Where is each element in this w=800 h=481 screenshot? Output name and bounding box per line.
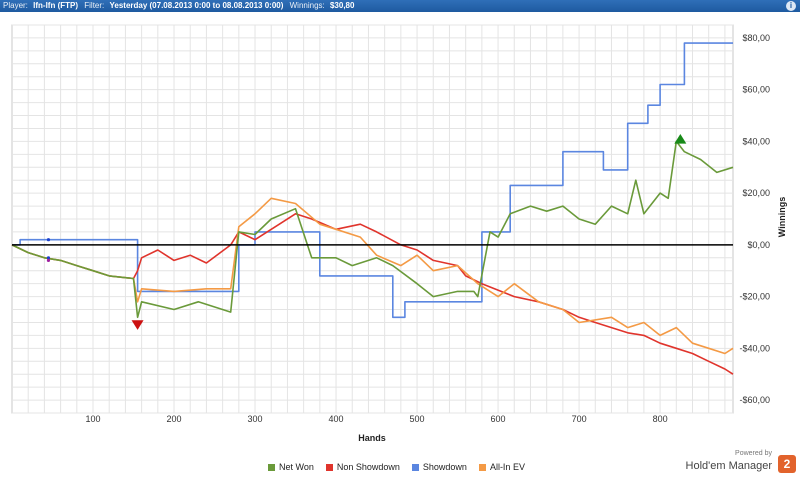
- series-line-net-won: [11, 140, 734, 319]
- x-tick-label: 300: [248, 414, 263, 424]
- legend-item-net-won[interactable]: Net Won: [268, 462, 314, 472]
- player-value: lfn-lfn (FTP): [33, 1, 79, 10]
- winnings-label: Winnings:: [289, 1, 325, 10]
- y-tick-label: $60,00: [742, 85, 770, 95]
- series-line-showdown: [12, 42, 733, 319]
- legend-label: Showdown: [422, 462, 467, 472]
- x-tick-label: 700: [572, 414, 587, 424]
- chart-series: [11, 42, 734, 375]
- y-tick-label: $40,00: [742, 136, 770, 146]
- legend-swatch: [478, 464, 486, 471]
- low-point-marker: [131, 320, 144, 330]
- filter-value: Yesterday (07.08.2013 0:00 to 08.08.2013…: [109, 1, 284, 10]
- data-point: [46, 256, 51, 260]
- y-tick-label: $20,00: [742, 188, 770, 198]
- x-tick-label: 800: [653, 414, 668, 424]
- x-tick-label: 500: [410, 414, 425, 424]
- legend-item-non-showdown[interactable]: Non Showdown: [325, 462, 400, 472]
- chart-legend: Net Won Non Showdown Showdown All-In EV: [268, 462, 537, 472]
- brand-badge: Powered by Hold'em Manager 2: [678, 450, 798, 480]
- x-tick-label: 400: [329, 414, 344, 424]
- high-point-marker: [674, 134, 687, 144]
- player-label: Player:: [3, 1, 28, 10]
- x-tick-label: 100: [85, 414, 100, 424]
- chart-grid: [11, 24, 734, 414]
- legend-swatch: [325, 464, 333, 471]
- y-tick-label: -$60,00: [739, 395, 770, 405]
- winnings-value: $30,80: [329, 1, 355, 10]
- data-point: [46, 238, 51, 242]
- data-point: [46, 258, 51, 262]
- legend-label: All-In EV: [489, 462, 525, 472]
- chart-markers: [46, 134, 687, 330]
- y-tick-label: -$40,00: [739, 343, 770, 353]
- x-tick-label: 200: [167, 414, 182, 424]
- legend-item-all-in-ev[interactable]: All-In EV: [478, 462, 525, 472]
- chart-axes: 100 200 300 400 500 600 700 800 $80,00 $60,00 $40,…: [12, 33, 770, 424]
- y-axis-label: Winnings: [777, 197, 787, 237]
- legend-swatch: [268, 464, 275, 471]
- y-tick-label: -$20,00: [739, 292, 770, 302]
- x-tick-label: 600: [491, 414, 506, 424]
- legend-item-showdown[interactable]: Showdown: [411, 462, 467, 472]
- legend-label: Net Won: [279, 462, 314, 472]
- y-tick-label: $80,00: [742, 33, 770, 43]
- title-bar: Player: lfn-lfn (FTP) Filter: Yesterday …: [0, 0, 800, 12]
- brand-logo-icon: 2: [778, 455, 796, 473]
- powered-by-text: Powered by: [735, 450, 772, 457]
- legend-label: Non Showdown: [336, 462, 400, 472]
- info-icon[interactable]: i: [786, 1, 796, 11]
- brand-name: Hold'em Manager: [685, 460, 772, 472]
- y-tick-label: $0,00: [747, 240, 770, 250]
- legend-swatch: [411, 464, 419, 471]
- winnings-chart: 100 200 300 400 500 600 700 800 $80,00 $60,00 $40,…: [11, 24, 787, 443]
- filter-label: Filter:: [84, 1, 105, 10]
- x-axis-label: Hands: [358, 433, 386, 443]
